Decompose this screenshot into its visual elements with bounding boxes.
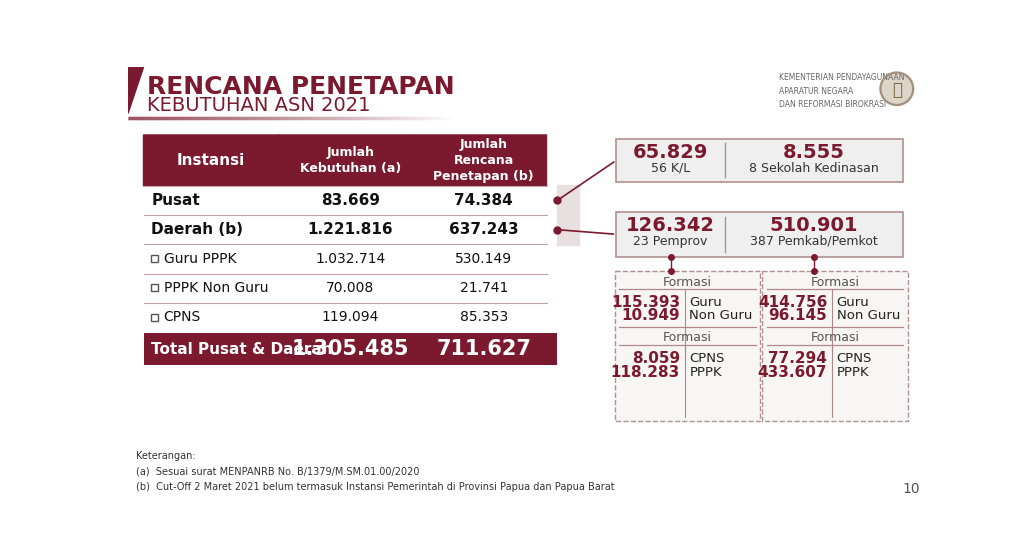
Text: Non Guru: Non Guru (837, 310, 900, 323)
Text: 115.393: 115.393 (611, 295, 680, 310)
Text: 83.669: 83.669 (321, 193, 380, 208)
Polygon shape (411, 135, 547, 186)
Text: Non Guru: Non Guru (689, 310, 753, 323)
FancyBboxPatch shape (152, 314, 159, 320)
Text: CPNS: CPNS (689, 352, 725, 365)
Text: 21.741: 21.741 (460, 281, 508, 295)
Polygon shape (143, 135, 290, 186)
Text: Jumlah
Rencana
Penetapan (b): Jumlah Rencana Penetapan (b) (433, 138, 535, 183)
Text: 387 Pemkab/Pemkot: 387 Pemkab/Pemkot (750, 235, 878, 248)
Text: Guru: Guru (689, 296, 722, 309)
Text: KEMENTERIAN PENDAYAGUNAAN
APARATUR NEGARA
DAN REFORMASI BIROKRASI: KEMENTERIAN PENDAYAGUNAAN APARATUR NEGAR… (779, 73, 904, 109)
Polygon shape (128, 67, 143, 113)
FancyBboxPatch shape (614, 271, 761, 421)
Text: Instansi: Instansi (177, 153, 245, 168)
Text: CPNS: CPNS (164, 310, 201, 324)
Text: 65.829: 65.829 (633, 143, 709, 162)
FancyBboxPatch shape (143, 333, 280, 365)
Text: 8.059: 8.059 (632, 351, 680, 366)
Text: 637.243: 637.243 (449, 222, 518, 237)
Text: CPNS: CPNS (837, 352, 871, 365)
Text: 70.008: 70.008 (327, 281, 375, 295)
Text: 433.607: 433.607 (758, 365, 827, 380)
Text: 1.032.714: 1.032.714 (315, 252, 386, 266)
FancyBboxPatch shape (152, 255, 159, 262)
Text: Guru: Guru (837, 296, 869, 309)
Text: 126.342: 126.342 (626, 216, 715, 235)
Text: 510.901: 510.901 (770, 216, 858, 235)
Text: Daerah (b): Daerah (b) (152, 222, 244, 237)
Text: Formasi: Formasi (664, 331, 712, 344)
Text: 118.283: 118.283 (610, 365, 680, 380)
Text: Jumlah
Kebutuhan (a): Jumlah Kebutuhan (a) (300, 146, 401, 175)
Text: RENCANA PENETAPAN: RENCANA PENETAPAN (146, 75, 455, 99)
FancyBboxPatch shape (616, 139, 903, 182)
Text: Total Pusat & Daerah: Total Pusat & Daerah (152, 342, 333, 357)
Text: 8 Sekolah Kedinasan: 8 Sekolah Kedinasan (749, 162, 879, 175)
Text: 8.555: 8.555 (783, 143, 845, 162)
Text: 414.756: 414.756 (758, 295, 827, 310)
Text: KEBUTUHAN ASN 2021: KEBUTUHAN ASN 2021 (146, 96, 370, 115)
Text: PPPK: PPPK (689, 366, 722, 379)
Text: 530.149: 530.149 (455, 252, 512, 266)
Text: 96.145: 96.145 (768, 309, 827, 324)
Text: Pusat: Pusat (152, 193, 200, 208)
FancyBboxPatch shape (152, 284, 159, 291)
FancyBboxPatch shape (411, 333, 557, 365)
Text: Formasi: Formasi (664, 276, 712, 288)
Text: 10: 10 (902, 482, 920, 496)
Text: ⎈: ⎈ (892, 81, 902, 99)
Text: Guru PPPK: Guru PPPK (164, 252, 237, 266)
Text: 1.221.816: 1.221.816 (307, 222, 393, 237)
Text: PPPK: PPPK (837, 366, 869, 379)
Polygon shape (280, 135, 422, 186)
Circle shape (880, 72, 913, 106)
Text: 711.627: 711.627 (436, 339, 531, 359)
Text: Keterangan:
(a)  Sesuai surat MENPANRB No. B/1379/M.SM.01.00/2020
(b)  Cut-Off 2: Keterangan: (a) Sesuai surat MENPANRB No… (136, 451, 614, 492)
FancyBboxPatch shape (616, 212, 903, 256)
Text: 74.384: 74.384 (455, 193, 513, 208)
Text: 85.353: 85.353 (460, 310, 508, 324)
FancyBboxPatch shape (762, 271, 907, 421)
Text: Formasi: Formasi (810, 276, 859, 288)
Text: PPPK Non Guru: PPPK Non Guru (164, 281, 268, 295)
FancyBboxPatch shape (280, 333, 422, 365)
Text: 56 K/L: 56 K/L (651, 162, 690, 175)
Text: 23 Pemprov: 23 Pemprov (633, 235, 708, 248)
Polygon shape (557, 185, 579, 245)
Text: Formasi: Formasi (810, 331, 859, 344)
Text: 1.305.485: 1.305.485 (292, 339, 410, 359)
Text: 119.094: 119.094 (322, 310, 379, 324)
Text: 77.294: 77.294 (768, 351, 827, 366)
Text: 10.949: 10.949 (622, 309, 680, 324)
